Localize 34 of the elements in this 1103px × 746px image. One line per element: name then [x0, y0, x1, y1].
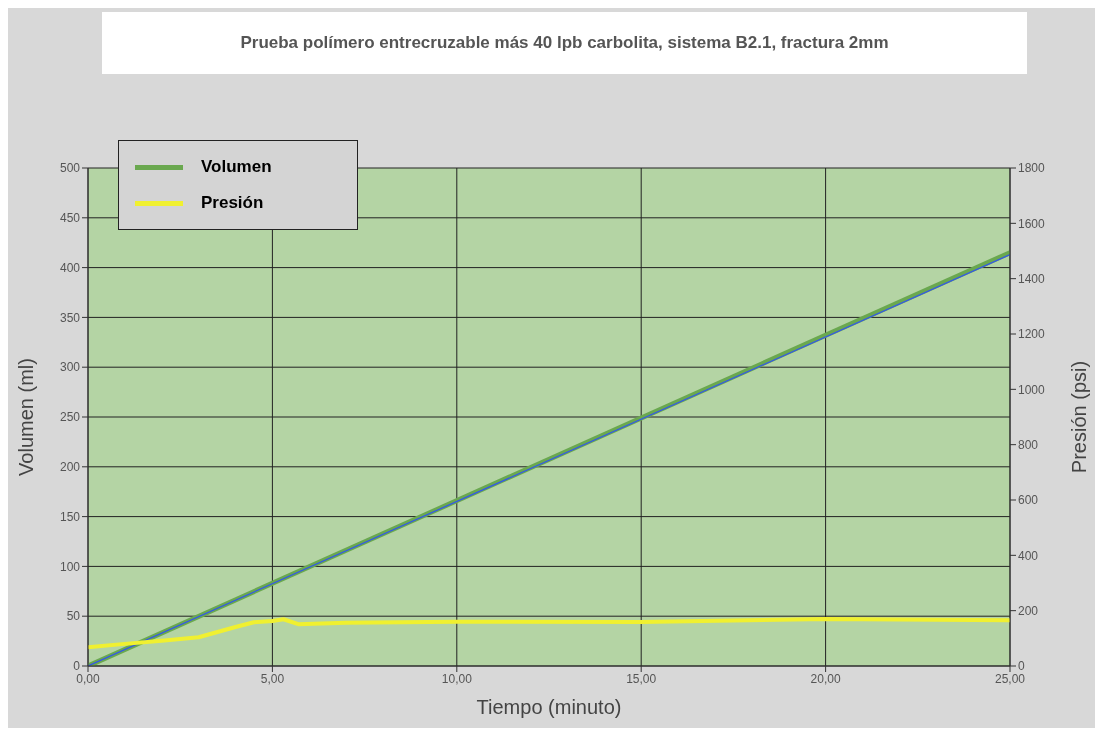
chart-title: Prueba polímero entrecruzable más 40 lpb carbolita, sistema B2.1, fractura 2mm	[102, 12, 1027, 74]
y-tick-label: 50	[66, 609, 81, 624]
y-tick-label: 500	[59, 161, 81, 176]
y2-axis-title: Presión (psi)	[1068, 360, 1091, 474]
y2-tick-label: 200	[1018, 603, 1039, 618]
y-axis-title: Volumen (ml)	[15, 358, 38, 476]
y2-tick-label: 600	[1018, 493, 1039, 508]
x-tick-label: 0,00	[76, 671, 100, 686]
legend-label: Presión	[201, 193, 264, 213]
x-tick-label: 10,00	[441, 671, 473, 686]
y-tick-label: 450	[59, 211, 81, 226]
x-tick-label: 15,00	[626, 671, 657, 686]
y-tick-label: 400	[59, 260, 81, 275]
y2-tick-label: 400	[1018, 548, 1039, 563]
x-tick-label: 25,00	[994, 671, 1026, 686]
y2-tick-label: 1600	[1018, 216, 1046, 231]
line-series	[88, 616, 1010, 650]
y2-tick-label: 1800	[1018, 161, 1046, 176]
y2-tick-label: 1400	[1018, 271, 1046, 286]
x-axis-title: Tiempo (minuto)	[476, 696, 622, 718]
y-tick-label: 250	[59, 410, 81, 425]
y2-tick-label: 0	[1018, 659, 1025, 674]
y-tick-label: 300	[59, 360, 81, 375]
x-tick-label: 20,00	[810, 671, 841, 686]
x-tick-label: 5,00	[260, 671, 285, 686]
y-tick-label: 100	[59, 559, 81, 574]
y-tick-label: 150	[59, 509, 81, 524]
y-tick-label: 0	[73, 659, 81, 674]
y-tick-label: 200	[59, 460, 81, 475]
y2-tick-label: 800	[1018, 437, 1039, 452]
y2-tick-label: 1000	[1018, 382, 1046, 397]
y2-tick-label: 1200	[1018, 327, 1046, 342]
legend-label: Volumen	[201, 157, 272, 177]
y-tick-label: 350	[59, 310, 81, 325]
